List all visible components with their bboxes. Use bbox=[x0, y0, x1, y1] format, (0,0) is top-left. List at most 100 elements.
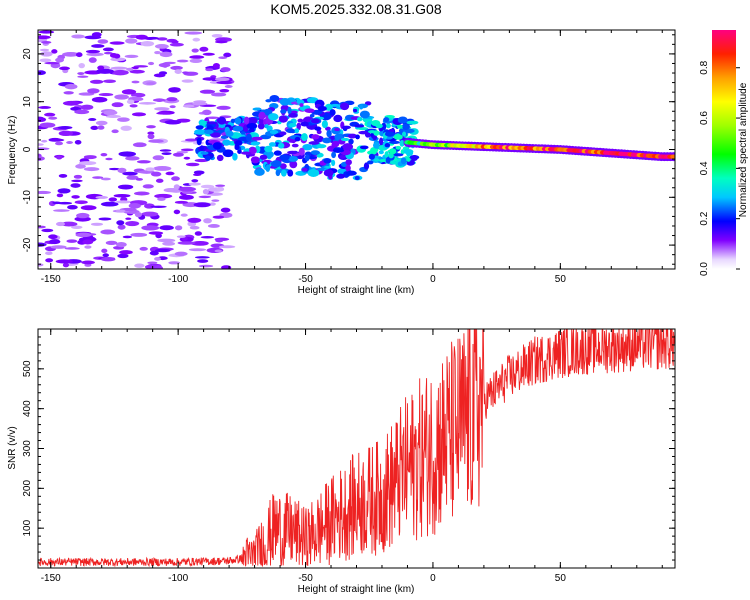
spectrogram-cell bbox=[385, 156, 391, 164]
spectrogram-cell bbox=[45, 258, 54, 263]
spectrogram-cell bbox=[363, 162, 370, 170]
spectrogram-cell bbox=[385, 123, 391, 129]
spectrogram-cell bbox=[64, 247, 80, 250]
spectrogram-cell bbox=[118, 151, 137, 157]
spectrogram-cell bbox=[101, 248, 108, 253]
spectrogram-cell bbox=[212, 142, 222, 150]
spectrogram-cell bbox=[140, 41, 155, 47]
spectrogram-cell bbox=[232, 125, 244, 132]
spectrogram-cell bbox=[126, 99, 135, 105]
spectrogram-cell bbox=[218, 245, 236, 249]
spectrogram-cell bbox=[53, 209, 70, 212]
spectrogram-cell bbox=[117, 253, 129, 259]
spectrogram-cell bbox=[100, 257, 116, 262]
spectrogram-cell bbox=[177, 241, 196, 245]
spectrogram-cell bbox=[111, 129, 119, 134]
spectrogram-cell bbox=[188, 248, 207, 252]
spectrogram-cell bbox=[342, 125, 351, 130]
spectrogram-cell bbox=[189, 225, 200, 230]
spectrogram-cell bbox=[117, 184, 134, 190]
spectrogram-cell bbox=[209, 202, 216, 206]
spectrogram-cell bbox=[88, 118, 97, 121]
spectrogram-cell bbox=[375, 123, 383, 129]
spectrogram-cell bbox=[109, 41, 125, 45]
spectrogram-cell bbox=[211, 33, 223, 38]
spectrogram-cell bbox=[268, 142, 276, 147]
spectrogram-cell bbox=[174, 251, 188, 256]
spectrogram-cell bbox=[329, 109, 336, 116]
spectrogram-cell bbox=[125, 156, 140, 161]
spectrogram-cell bbox=[214, 249, 223, 253]
spectrogram-cell bbox=[202, 77, 218, 81]
spectrogram-cell bbox=[156, 37, 168, 41]
spectrogram-cell bbox=[297, 118, 304, 123]
spectrogram-cell bbox=[206, 121, 218, 125]
spectrogram-cell bbox=[223, 52, 232, 58]
spectrogram-cell bbox=[147, 36, 160, 40]
spectrogram-cell bbox=[192, 173, 202, 177]
spectrogram-cell bbox=[259, 154, 268, 160]
spectrogram-cell bbox=[87, 88, 100, 94]
spectrogram-cell bbox=[141, 211, 159, 217]
spectrogram-cell bbox=[38, 30, 55, 34]
figure-title: KOM5.2025.332.08.31.G08 bbox=[270, 1, 441, 17]
spectrogram-cell bbox=[50, 245, 67, 249]
spectrogram-cell bbox=[96, 68, 114, 74]
spectrogram-cell bbox=[165, 171, 175, 176]
spectrogram-y-label: Frequency (Hz) bbox=[7, 116, 18, 185]
spectrogram-cell bbox=[150, 171, 162, 177]
spectrogram-cell bbox=[207, 223, 220, 228]
spectrogram-cell bbox=[267, 113, 279, 121]
spectrogram-cell bbox=[113, 194, 131, 198]
snr-x-tick-label: -150 bbox=[41, 573, 61, 584]
spectrogram-cell bbox=[38, 263, 44, 267]
spectrogram-cell bbox=[75, 164, 86, 169]
spectrogram-cell bbox=[245, 133, 252, 142]
colorbar-tick-label: 0.8 bbox=[699, 60, 710, 74]
spectrogram-cell bbox=[132, 142, 147, 148]
spectrogram-cell bbox=[100, 201, 119, 207]
spectrogram-cell bbox=[174, 200, 188, 204]
spectrogram-y-tick-label: -20 bbox=[22, 237, 33, 252]
spectrogram-cell bbox=[216, 186, 225, 192]
snr-y-label: SNR (v/v) bbox=[7, 426, 18, 469]
spectrogram-cell bbox=[336, 173, 346, 179]
spectrogram-cell bbox=[76, 212, 90, 219]
spectrogram-cell bbox=[317, 105, 327, 112]
spectrogram-cell bbox=[38, 106, 52, 109]
spectrogram-cell bbox=[304, 154, 310, 162]
spectrogram-cell bbox=[216, 154, 224, 162]
colorbar-tick-label: 0.2 bbox=[699, 211, 710, 225]
spectrogram-cell bbox=[220, 207, 231, 213]
spectrogram-cell bbox=[264, 145, 273, 153]
spectrogram-cell bbox=[373, 142, 380, 149]
spectrogram-cell bbox=[265, 99, 272, 103]
spectrogram-cell bbox=[133, 191, 150, 196]
spectrogram-cell bbox=[347, 133, 358, 139]
spectrogram-cell bbox=[355, 134, 360, 140]
spectrogram-cell bbox=[116, 200, 132, 204]
spectrogram-cell bbox=[383, 117, 390, 123]
spectrogram-cell bbox=[176, 235, 186, 238]
spectrogram-cell bbox=[83, 155, 97, 160]
spectrogram-y-tick-label: 20 bbox=[22, 48, 33, 60]
spectrogram-cell bbox=[116, 220, 125, 226]
spectrogram-cell bbox=[174, 69, 182, 75]
spectrogram-cell bbox=[285, 128, 295, 134]
spectrogram-cell bbox=[397, 124, 403, 129]
spectrogram-x-tick-label: 0 bbox=[430, 274, 436, 285]
spectrogram-cell bbox=[100, 177, 111, 181]
spectrogram-cell bbox=[204, 155, 211, 161]
spectrogram-cell bbox=[97, 39, 109, 44]
spectrogram-cell bbox=[142, 184, 154, 189]
spectrogram-cell bbox=[102, 47, 114, 52]
spectrogram-cell bbox=[178, 194, 194, 200]
spectrogram-cell bbox=[384, 142, 391, 148]
spectrogram-cell bbox=[126, 67, 134, 71]
spectrogram-cell bbox=[56, 155, 63, 160]
spectrogram-cell bbox=[406, 120, 419, 125]
spectrogram-cell bbox=[38, 155, 45, 161]
spectrogram-cell bbox=[224, 85, 233, 88]
spectrogram-cell bbox=[55, 57, 65, 63]
spectrogram-cell bbox=[365, 133, 372, 138]
